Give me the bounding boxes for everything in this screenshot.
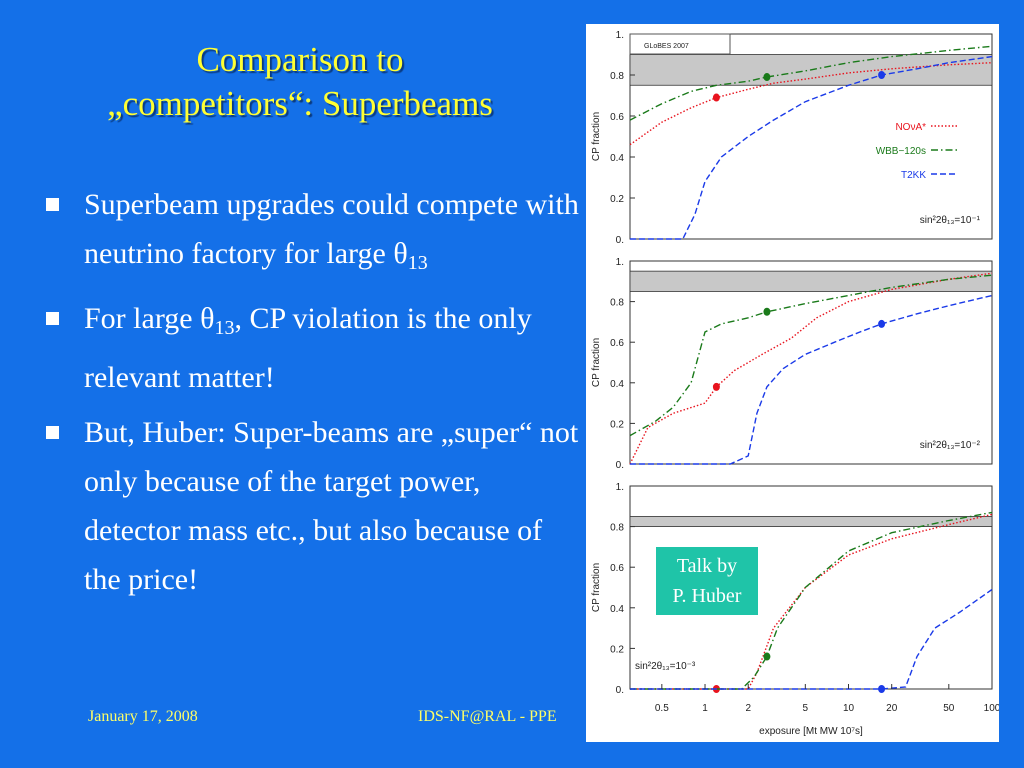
y-tick-label: 0.4 xyxy=(610,153,624,164)
bullet-square-icon xyxy=(46,198,59,211)
series-line xyxy=(630,294,993,465)
theta-annotation: sin²2θ₁₃=10⁻³ xyxy=(635,661,696,672)
watermark-label: GLoBES 2007 xyxy=(644,43,689,50)
bullet-item: For large θ13, CP violation is the only … xyxy=(44,294,584,402)
bullet-list: Superbeam upgrades could compete with ne… xyxy=(44,180,584,610)
y-tick-label: 0.8 xyxy=(610,523,624,534)
bullet-text: But, Huber: Super-beams are „super“ not … xyxy=(84,416,579,596)
series-line xyxy=(630,55,993,240)
y-tick-label: 0.6 xyxy=(610,563,624,574)
series-marker xyxy=(878,71,886,79)
series-marker xyxy=(878,319,886,328)
legend-label: WBB−120s xyxy=(876,146,926,157)
series-line xyxy=(629,62,993,146)
bullet-subscript: 13 xyxy=(214,317,235,339)
y-tick-label: 0. xyxy=(616,460,624,471)
bullet-text: For large θ xyxy=(84,302,215,335)
legend-label: NOνA* xyxy=(895,122,926,133)
y-tick-label: 0.2 xyxy=(610,194,624,205)
talk-note: Talk by P. Huber xyxy=(656,547,758,615)
x-tick-label: 50 xyxy=(943,703,955,714)
series-marker xyxy=(763,73,771,82)
theta-annotation: sin²2θ₁₃=10⁻¹ xyxy=(920,215,981,226)
footer-venue: IDS-NF@RAL - PPE xyxy=(418,708,557,725)
x-tick-label: 2 xyxy=(745,703,751,714)
slide-title: Comparison to „competitors“: Superbeams xyxy=(20,38,580,126)
series-line xyxy=(629,272,993,465)
talk-note-line-1: Talk by xyxy=(676,555,738,577)
bullet-text: Superbeam upgrades could compete with ne… xyxy=(84,188,579,270)
series-marker xyxy=(763,652,771,661)
plot-frame xyxy=(629,260,993,465)
y-tick-label: 1. xyxy=(616,482,624,493)
bullet-square-icon xyxy=(46,312,59,325)
cp-fraction-plots: 0.0.20.40.60.81.CP fractionsin²2θ₁₃=10⁻¹… xyxy=(591,30,999,737)
series-line xyxy=(629,45,993,121)
y-tick-label: 1. xyxy=(616,30,624,41)
cp-fraction-figure: 0. 0.2 0.4 0.6 0.8 1. CP fraction sin²2θ₁₃=10⁻¹… xyxy=(586,24,999,742)
y-tick-label: 0.6 xyxy=(610,112,624,123)
series-marker xyxy=(878,685,886,693)
title-line-2: „competitors“: Superbeams xyxy=(107,84,493,123)
bullet-item: But, Huber: Super-beams are „super“ not … xyxy=(44,408,584,604)
x-tick-label: 0.5 xyxy=(655,703,669,714)
bullet-text-continued: , CP violation is the only relevant matt… xyxy=(84,302,532,394)
x-tick-label: 100 xyxy=(984,703,999,714)
plot-frame xyxy=(629,33,993,240)
y-tick-label: 0.2 xyxy=(610,644,624,655)
y-tick-label: 0.4 xyxy=(610,604,624,615)
y-tick-label: 1. xyxy=(616,257,624,268)
legend-label: T2KK xyxy=(901,170,926,181)
y-axis-label: CP fraction xyxy=(591,338,602,387)
y-axis-label: CP fraction xyxy=(591,112,602,161)
bullet-subscript: 13 xyxy=(407,252,428,274)
y-tick-label: 0.8 xyxy=(610,298,624,309)
y-tick-label: 0.8 xyxy=(610,71,624,82)
x-tick-label: 5 xyxy=(803,703,809,714)
x-tick-label: 1 xyxy=(702,703,708,714)
footer-date: January 17, 2008 xyxy=(88,708,198,725)
series-marker xyxy=(712,93,720,102)
series-marker xyxy=(712,382,720,391)
series-line xyxy=(629,274,993,437)
y-tick-label: 0.2 xyxy=(610,419,624,430)
theta-annotation: sin²2θ₁₃=10⁻² xyxy=(920,440,981,451)
x-axis-label: exposure [Mt MW 10⁷s] xyxy=(759,726,863,737)
y-tick-label: 0.4 xyxy=(610,379,624,390)
bullet-item: Superbeam upgrades could compete with ne… xyxy=(44,180,584,288)
talk-note-line-2: P. Huber xyxy=(672,585,742,607)
y-axis-label: CP fraction xyxy=(591,563,602,612)
y-tick-label: 0. xyxy=(616,685,624,696)
title-line-1: Comparison to xyxy=(196,40,404,79)
y-tick-label: 0.6 xyxy=(610,338,624,349)
gray-band xyxy=(629,516,993,528)
watermark-box xyxy=(629,33,731,55)
bullet-square-icon xyxy=(46,426,59,439)
x-tick-label: 10 xyxy=(843,703,855,714)
series-marker xyxy=(763,307,771,316)
y-tick-label: 0. xyxy=(616,235,624,246)
x-tick-label: 20 xyxy=(886,703,898,714)
series-line xyxy=(630,588,993,690)
